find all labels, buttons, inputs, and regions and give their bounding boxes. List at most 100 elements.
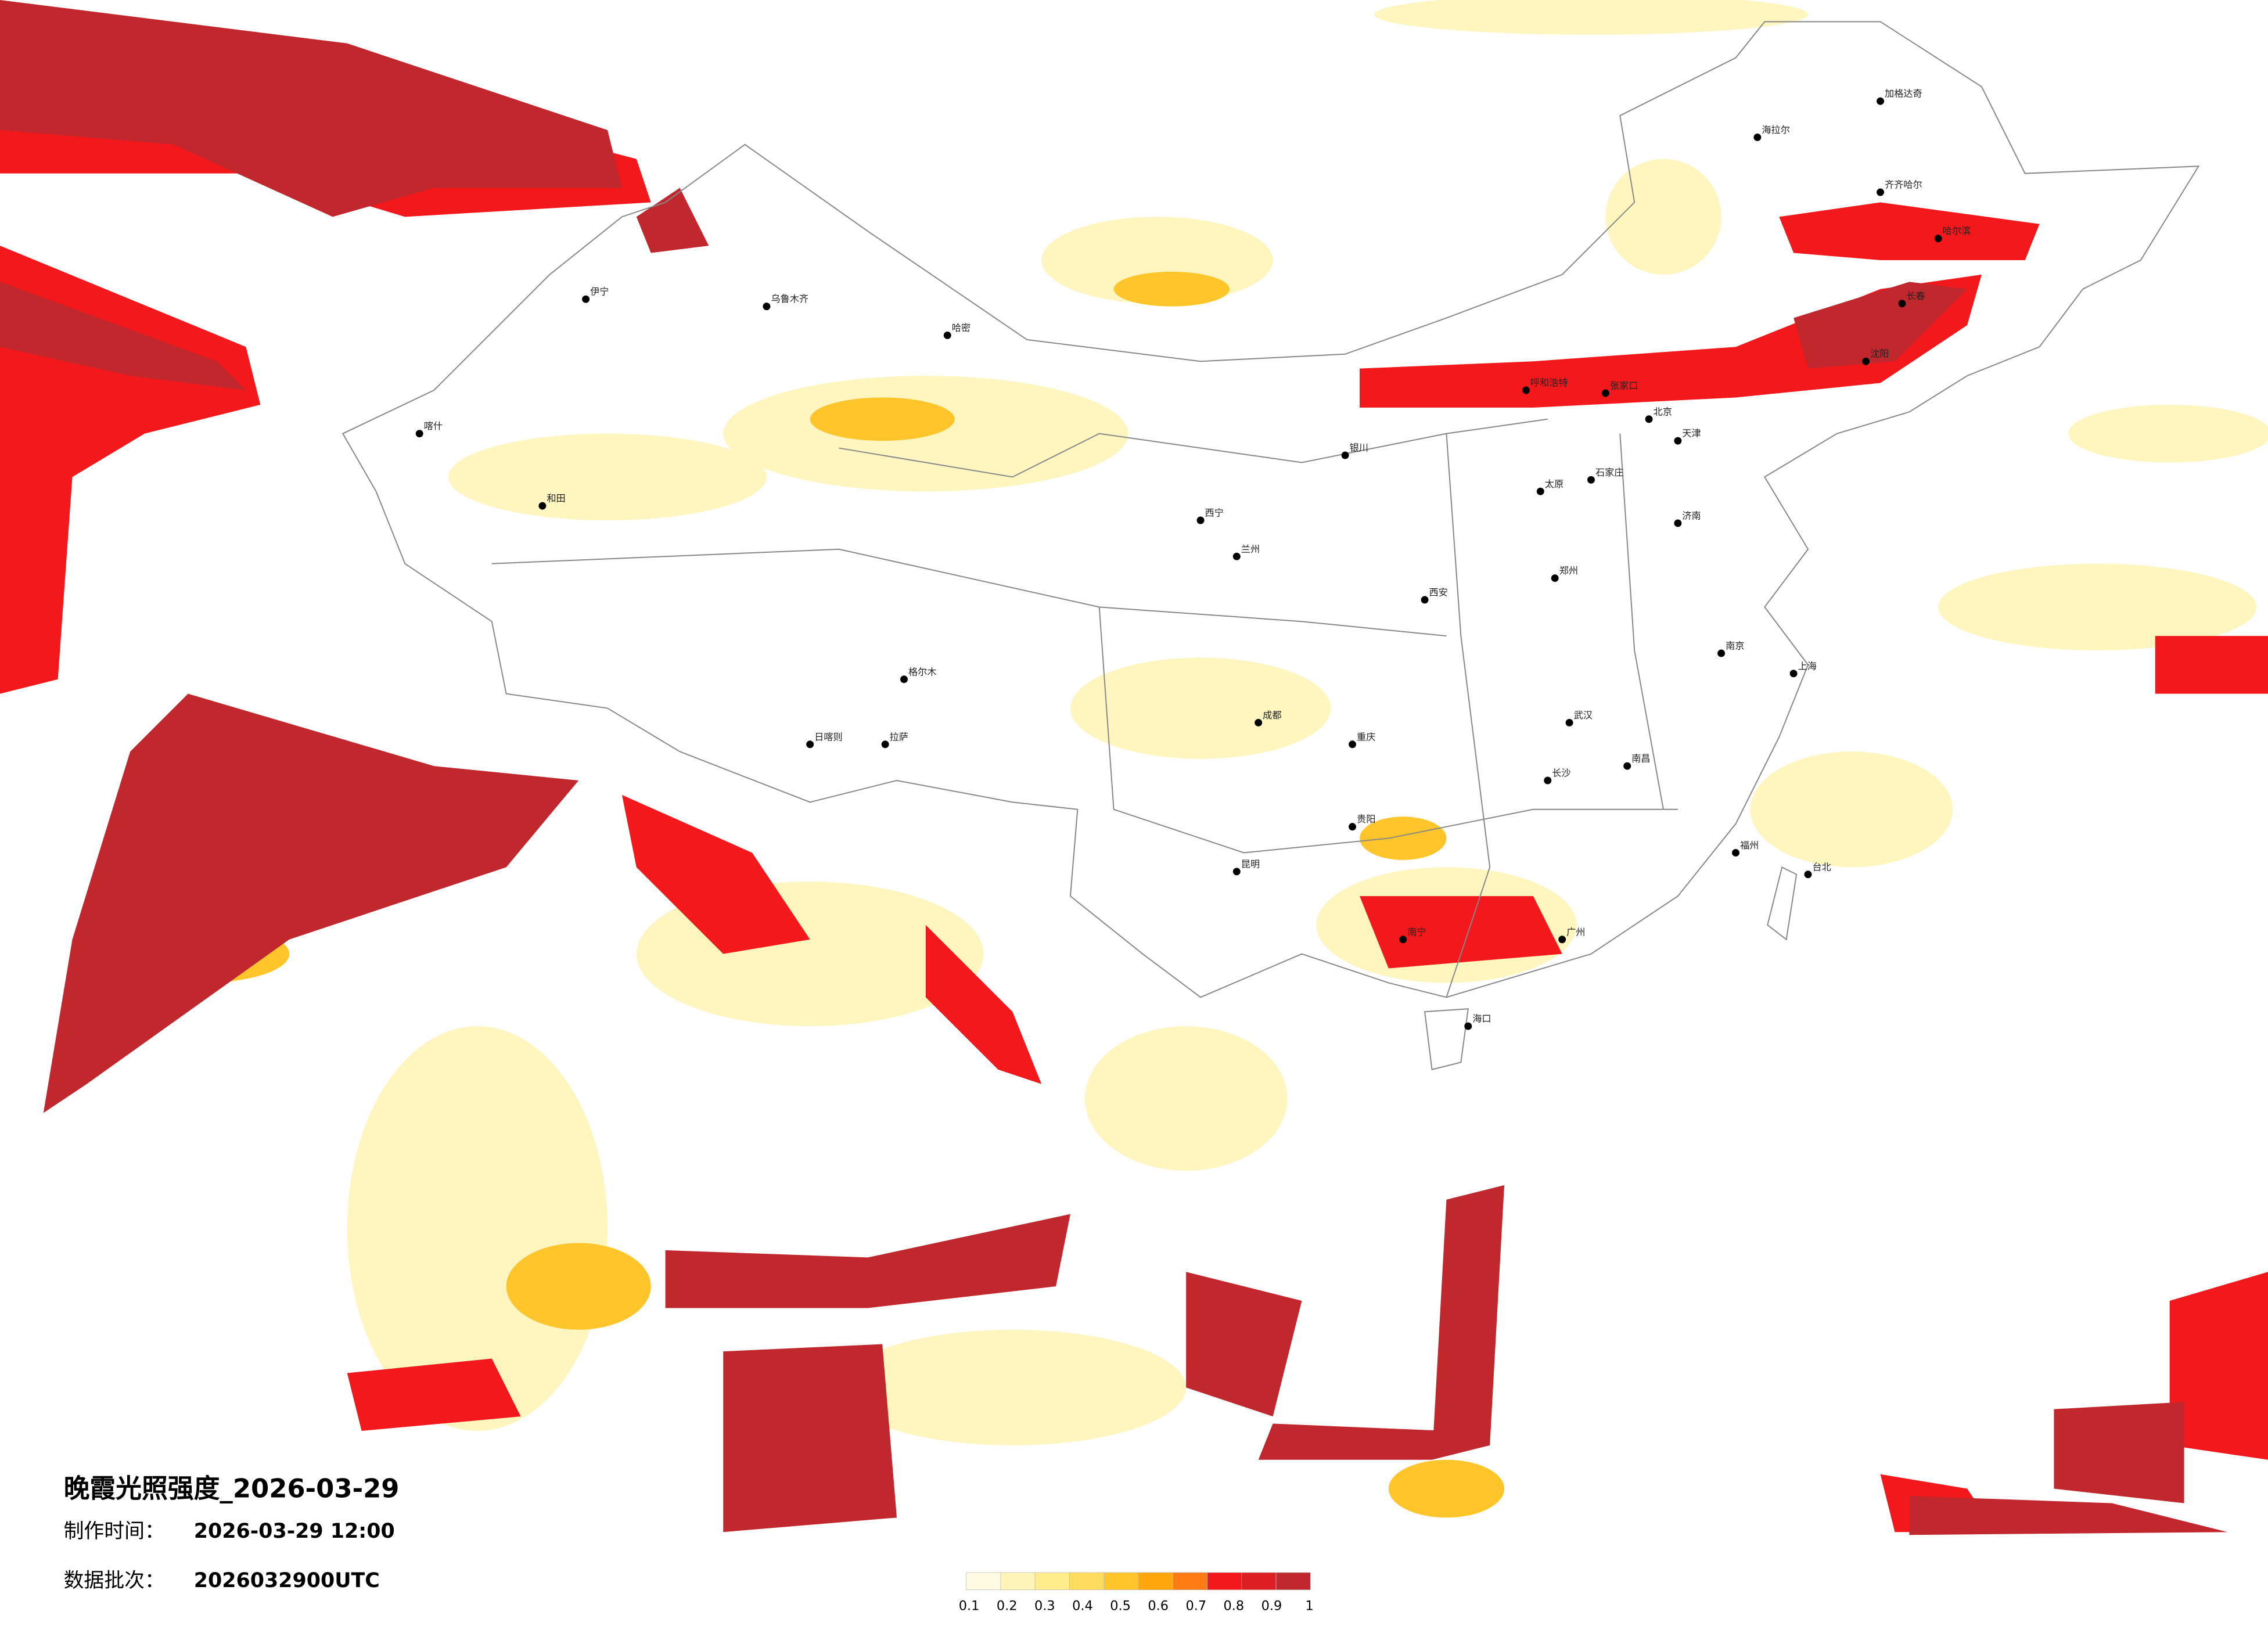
heat-patch — [1360, 896, 1562, 969]
city-dot — [1804, 870, 1812, 879]
city-label: 贵阳 — [1357, 814, 1375, 825]
city-dot — [806, 740, 814, 749]
city-dot — [1674, 519, 1682, 527]
city-dot — [1399, 936, 1407, 944]
legend-tick-label: 0.5 — [1110, 1599, 1131, 1614]
city-label: 乌鲁木齐 — [771, 293, 808, 304]
made-time: 2026-03-29 12:00 — [194, 1520, 395, 1543]
heat-patch — [2054, 1402, 2184, 1503]
city-label: 拉萨 — [890, 731, 908, 742]
city-dot — [1601, 389, 1609, 397]
map-title: 晚霞光照强度_2026-03-29 — [64, 1473, 400, 1504]
city-label: 海拉尔 — [1762, 124, 1790, 135]
city-dot — [1623, 762, 1631, 770]
heat-patch — [1779, 202, 2040, 260]
legend-swatch — [1104, 1572, 1139, 1591]
city-dot — [1732, 848, 1739, 857]
city-label: 哈尔滨 — [1943, 225, 1971, 236]
legend-tick-label: 0.9 — [1261, 1599, 1282, 1614]
city-label: 齐齐哈尔 — [1885, 179, 1922, 190]
city-label: 太原 — [1545, 479, 1563, 490]
heat-low — [347, 0, 2268, 1445]
city-dot — [1544, 776, 1552, 785]
legend: 0.1 0.2 0.3 0.4 0.5 0.6 0.7 0.8 0.9 1 — [959, 1572, 1314, 1614]
made-label: 制作时间： — [64, 1520, 165, 1543]
heat-patch — [1113, 271, 1230, 307]
city-label: 兰州 — [1241, 544, 1260, 555]
city-dot — [1232, 868, 1241, 876]
city-dot — [1464, 1022, 1472, 1030]
city-dot — [1934, 235, 1942, 243]
legend-swatch — [1000, 1572, 1036, 1591]
heat-patch — [0, 282, 246, 390]
city-dot — [1753, 133, 1762, 141]
legend-tick-label: 0.4 — [1072, 1599, 1093, 1614]
city-dot — [763, 303, 771, 311]
province-border — [1619, 433, 1664, 810]
heat-patch — [1070, 657, 1331, 759]
legend-tick-label: 1 — [1305, 1599, 1313, 1614]
city-dot — [1196, 516, 1205, 524]
city-label: 沈阳 — [1870, 348, 1889, 359]
city-dot — [1674, 437, 1682, 445]
heat-field — [0, 0, 2268, 1535]
city-label: 上海 — [1798, 660, 1817, 671]
heat-patch — [621, 794, 810, 954]
heat-patch — [0, 0, 622, 217]
legend-tick-label: 0.7 — [1185, 1599, 1206, 1614]
legend-swatch — [1034, 1572, 1070, 1591]
city-dot — [1349, 823, 1357, 831]
city-dot — [1862, 357, 1870, 365]
city-dot — [1349, 740, 1357, 749]
city-label: 广州 — [1566, 926, 1585, 937]
heat-patch — [1360, 274, 1982, 408]
city-label: 福州 — [1740, 840, 1759, 851]
city-dot — [1789, 670, 1798, 678]
heat-patch — [2155, 636, 2268, 694]
heat-patch — [1938, 563, 2257, 650]
city-label: 武汉 — [1574, 710, 1593, 721]
heat-patch — [810, 397, 955, 441]
legend-tick-label: 0.1 — [959, 1599, 980, 1614]
city-label: 南昌 — [1631, 753, 1650, 764]
city-label: 海口 — [1472, 1013, 1491, 1024]
legend-tick-label: 0.2 — [997, 1599, 1018, 1614]
heat-patch — [665, 1214, 1070, 1308]
city-label: 日喀则 — [814, 731, 843, 742]
legend-swatch — [1207, 1572, 1242, 1591]
city-label: 石家庄 — [1595, 467, 1624, 478]
heat-patch — [347, 1358, 521, 1431]
city-dot — [1341, 451, 1349, 459]
city-label: 加格达奇 — [1885, 88, 1922, 99]
city-label: 南宁 — [1407, 926, 1426, 937]
legend-swatch — [1069, 1572, 1105, 1591]
taiwan-outline — [1767, 866, 1798, 941]
city-dot — [1255, 718, 1263, 726]
info: 晚霞光照强度_2026-03-29 制作时间： 2026-03-29 12:00… — [64, 1473, 400, 1592]
city-label: 西宁 — [1205, 508, 1224, 519]
heat-patch — [636, 188, 709, 253]
heat-patch — [1388, 1459, 1505, 1518]
city-label: 西安 — [1429, 587, 1448, 598]
city-dot — [1587, 476, 1595, 484]
heat-patch — [1793, 282, 1967, 369]
province-border — [491, 548, 1447, 637]
heat-patch — [1084, 1026, 1288, 1171]
city-label: 长沙 — [1552, 768, 1570, 779]
city-label: 伊宁 — [590, 286, 609, 297]
city-label: 北京 — [1654, 406, 1672, 417]
city-dot — [538, 502, 547, 510]
city-label: 格尔木 — [908, 666, 937, 677]
legend-swatch — [1275, 1572, 1311, 1591]
heat-patch — [925, 924, 1042, 1084]
legend-tick-label: 0.6 — [1148, 1599, 1169, 1614]
heat-patch — [1360, 816, 1447, 860]
city-label: 重庆 — [1357, 731, 1375, 742]
city-dot — [1558, 936, 1566, 944]
city-label: 天津 — [1682, 428, 1701, 439]
city-label: 成都 — [1263, 710, 1281, 721]
country-outline — [342, 21, 2200, 998]
city-dot — [1232, 552, 1241, 560]
